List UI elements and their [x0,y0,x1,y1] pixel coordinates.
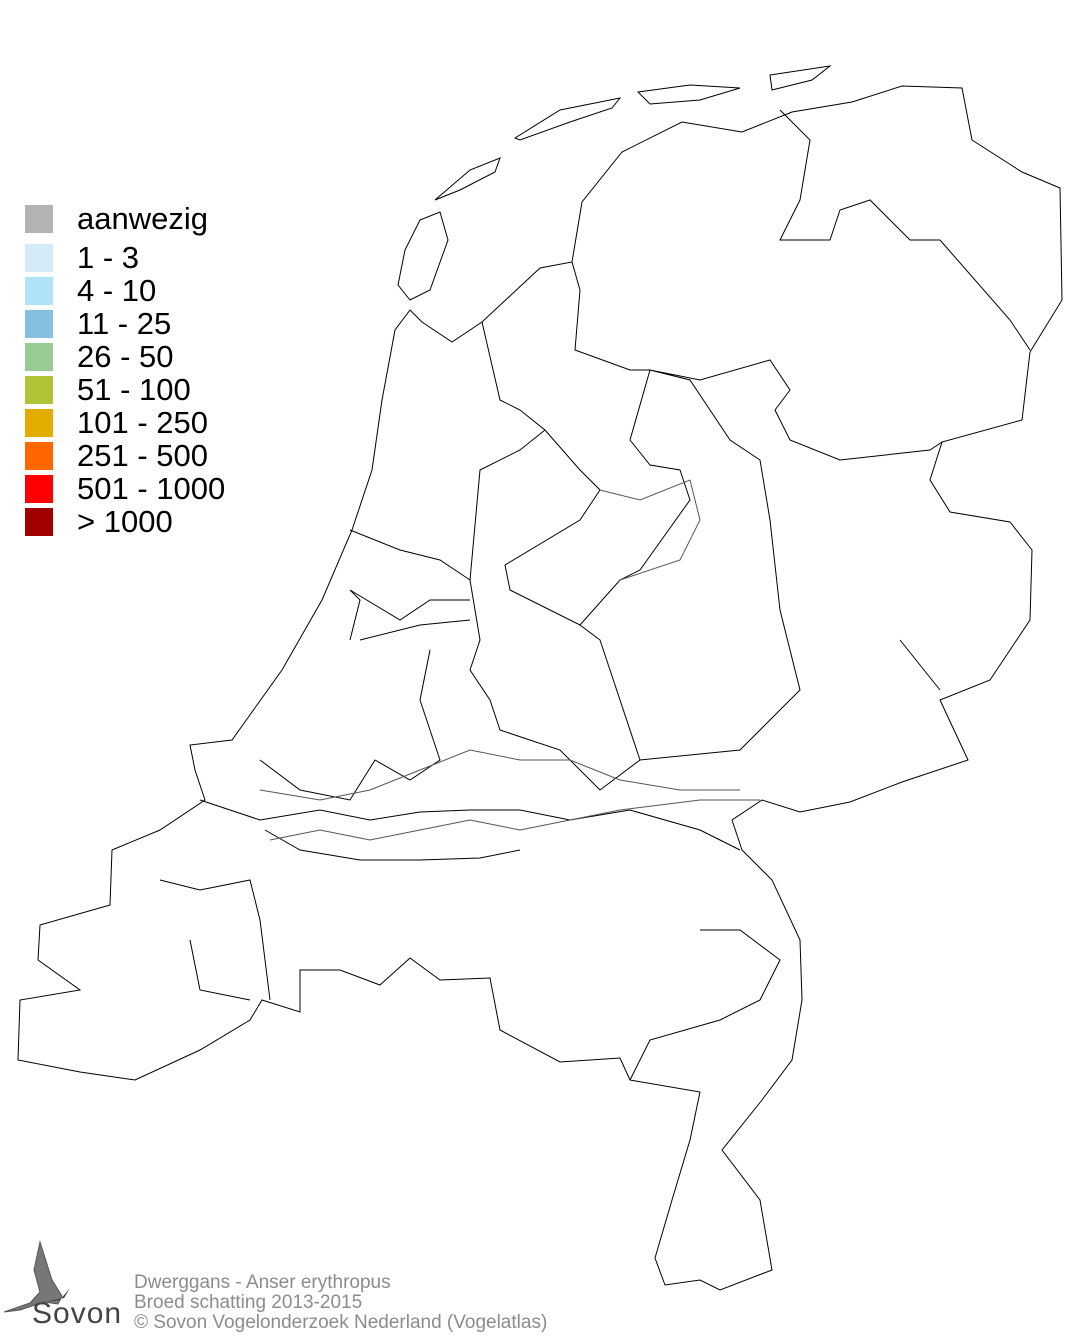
legend-label: aanwezig [77,201,208,236]
terschelling [513,97,622,141]
schiermonnikoog [769,65,832,91]
legend-swatch [25,309,53,338]
legend-swatch [25,507,53,536]
legend-item: 26 - 50 [25,340,225,373]
legend-label: 4 - 10 [77,273,157,308]
legend-label: 26 - 50 [77,339,174,374]
province-borders [159,109,1031,1081]
legend-item: 501 - 1000 [25,472,225,505]
legend-label: 51 - 100 [77,372,191,407]
ameland [636,84,741,105]
legend-label: 101 - 250 [77,405,208,440]
legend-item: 1 - 3 [25,241,225,274]
legend-swatch [25,408,53,437]
legend-label: 501 - 1000 [77,471,226,506]
texel [397,211,449,301]
copyright: © Sovon Vogelonderzoek Nederland (Vogela… [134,1312,548,1333]
map-subtitle: Broed schatting 2013-2015 [134,1292,363,1313]
legend-label: 11 - 25 [77,306,172,341]
vlieland [434,157,501,201]
legend-swatch [25,276,53,305]
legend-swatch [25,441,53,470]
legend-item: 51 - 100 [25,373,225,406]
legend-swatch [25,204,53,233]
species-name: Dwerggans - Anser erythropus [134,1272,391,1293]
legend-item: 251 - 500 [25,439,225,472]
country-outline [17,85,1063,1291]
legend-item: aanwezig [25,202,225,235]
footer: Dwerggans - Anser erythropus Broed schat… [134,1273,547,1333]
legend-item: 101 - 250 [25,406,225,439]
legend-swatch [25,342,53,371]
logo-text: Sovon [32,1297,123,1330]
legend-swatch [25,474,53,503]
swallow-icon [3,1240,70,1313]
legend-item: 11 - 25 [25,307,225,340]
sovon-logo [0,1240,125,1335]
legend-label: 1 - 3 [77,240,140,275]
legend-label: 251 - 500 [77,438,208,473]
legend-item: > 1000 [25,505,225,538]
legend-item: 4 - 10 [25,274,225,307]
legend-swatch [25,243,53,272]
legend-swatch [25,375,53,404]
legend-label: > 1000 [77,504,173,539]
rivers [259,479,760,841]
